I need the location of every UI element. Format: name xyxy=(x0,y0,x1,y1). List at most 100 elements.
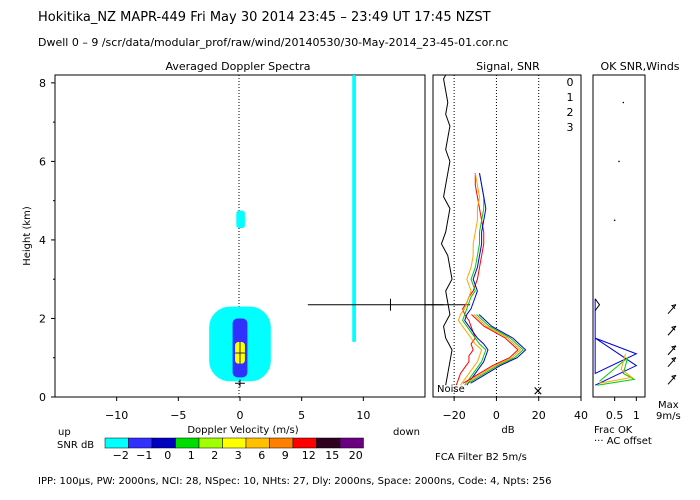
wind-arrow-head xyxy=(671,345,677,351)
colorbar-cell xyxy=(245,437,270,449)
height-tick-label: 6 xyxy=(39,155,46,168)
snr-colorbar: SNR dB −2 −1 0 1 2 3 6 9 12 15 20 xyxy=(57,437,364,462)
snr-series-noise xyxy=(440,74,453,386)
ac-offset-label: ··· AC offset xyxy=(594,436,652,447)
params-line: IPP: 100µs, PW: 2000ns, NCI: 28, NSpec: … xyxy=(38,476,551,487)
db-tick-label: 20 xyxy=(532,409,546,422)
colorbar-tick-label: 12 xyxy=(302,449,316,462)
spectra-features xyxy=(209,75,356,382)
cross-marker: × xyxy=(533,384,544,399)
spectra-feature-1 xyxy=(352,75,356,343)
wind-arrow-head xyxy=(671,325,677,331)
colorbar-cell xyxy=(175,437,200,449)
spectra-panel: Averaged Doppler Spectra 0 2 4 6 8 −10 −5 0 5 10… xyxy=(22,60,470,438)
ok-snr-winds-panel: OK SNR,Winds 0.5 1 Frac OK ··· AC offset … xyxy=(592,60,681,447)
frac-ok-series-orange xyxy=(599,353,634,384)
db-tick-label: 0 xyxy=(493,409,500,422)
max-value: 9m/s xyxy=(656,411,681,422)
snr-series-3 xyxy=(464,173,489,386)
snr-peak-2 xyxy=(467,314,524,384)
frac-ok-series-green xyxy=(597,356,636,386)
frac-ok-tick-label: 1 xyxy=(633,409,640,422)
up-label: up xyxy=(58,427,71,438)
ok-snr-winds-title: OK SNR,Winds xyxy=(600,60,679,73)
signal-snr-frame xyxy=(432,74,582,398)
db-tick-label: −20 xyxy=(443,409,466,422)
snr-peak-3 xyxy=(470,314,527,384)
header-line-1: Hokitika_NZ MAPR-449 Fri May 30 2014 23:… xyxy=(38,10,491,25)
wind-arrow xyxy=(667,345,677,356)
spectra-title: Averaged Doppler Spectra xyxy=(165,60,310,73)
colorbar-tick-label: 3 xyxy=(235,449,242,462)
legend-entry-0: 0 xyxy=(567,76,574,89)
colorbar-tick-label: 15 xyxy=(325,449,339,462)
down-label: down xyxy=(393,427,420,438)
frac-ok-tick-label: 0.5 xyxy=(606,409,624,422)
colorbar-tick-label: 1 xyxy=(188,449,195,462)
wind-arrow-head xyxy=(671,357,677,363)
filter-label: FCA Filter B2 5m/s xyxy=(435,452,527,463)
wind-arrow xyxy=(667,304,677,314)
snr-peak-1 xyxy=(465,314,522,384)
colorbar-tick-label: −2 xyxy=(113,449,129,462)
frac-ok-label: Frac OK xyxy=(594,425,633,436)
header-line-2: Dwell 0 – 9 /scr/data/modular_prof/raw/w… xyxy=(38,36,508,49)
frac-ok-series xyxy=(594,298,638,386)
ac-offset-dots xyxy=(613,101,625,222)
wind-arrow xyxy=(667,325,677,336)
colorbar-cell xyxy=(151,437,176,449)
ac-offset-dot xyxy=(622,101,625,104)
height-axis-label: Height (km) xyxy=(22,206,33,266)
snr-series xyxy=(440,74,527,386)
colorbar-tick-label: 20 xyxy=(349,449,363,462)
reference-lines xyxy=(453,75,540,397)
velocity-tick-label: 0 xyxy=(237,409,244,422)
velocity-tick-label: −5 xyxy=(170,409,186,422)
max-label: Max xyxy=(658,400,679,411)
colorbar-tick-label: 0 xyxy=(164,449,171,462)
velocity-tick-label: −10 xyxy=(105,409,128,422)
velocity-tick-label: 5 xyxy=(298,409,305,422)
colorbar-tick-label: 9 xyxy=(282,449,289,462)
frac-ok-series-black xyxy=(594,298,601,311)
velocity-axis-ticks: −10 −5 0 5 10 xyxy=(105,397,370,422)
colorbar-label: SNR dB xyxy=(57,440,94,451)
signal-snr-panel: Signal, SNR 0 1 2 3 −20 0 20 40 Noise dB × xyxy=(432,60,588,436)
height-tick-label: 4 xyxy=(39,234,46,247)
spectra-feature-0 xyxy=(236,210,245,229)
velocity-tick-label: 10 xyxy=(356,409,370,422)
colorbar-cell xyxy=(104,437,129,449)
height-tick-label: 0 xyxy=(39,391,46,404)
colorbar-tick-label: 2 xyxy=(211,449,218,462)
frac-ok-series-blue xyxy=(594,298,638,386)
db-tick-label: 40 xyxy=(574,409,588,422)
colorbar-cell xyxy=(128,437,153,449)
snr-series-1 xyxy=(457,173,483,386)
colorbar-cell xyxy=(198,437,223,449)
colorbar-cell xyxy=(316,437,341,449)
db-axis-ticks: −20 0 20 40 xyxy=(443,397,588,422)
colorbar-tick-label: −1 xyxy=(136,449,152,462)
noise-label: Noise xyxy=(437,384,465,395)
db-axis-label: dB xyxy=(501,425,514,436)
colorbar-tick-label: 6 xyxy=(258,449,265,462)
velocity-axis-label: Doppler Velocity (m/s) xyxy=(187,425,298,436)
height-tick-label: 2 xyxy=(39,312,46,325)
legend-entry-3: 3 xyxy=(567,121,574,134)
wind-arrow-head xyxy=(671,304,677,309)
colorbar-cell xyxy=(269,437,294,449)
signal-snr-title: Signal, SNR xyxy=(476,60,540,73)
legend-entry-2: 2 xyxy=(567,106,574,119)
frac-ok-axis-ticks: 0.5 1 xyxy=(606,397,640,422)
wind-arrow xyxy=(667,374,677,385)
snr-peak-0 xyxy=(462,314,519,384)
snr-legend: 0 1 2 3 xyxy=(567,76,574,134)
legend-entry-1: 1 xyxy=(567,91,574,104)
ok-snr-winds-frame xyxy=(592,74,646,398)
ac-offset-dot xyxy=(613,219,616,222)
colorbar-cell xyxy=(222,437,247,449)
colorbar-cell xyxy=(292,437,317,449)
wind-arrows xyxy=(667,304,677,385)
snr-series-2 xyxy=(462,173,487,386)
wind-arrow xyxy=(667,357,677,367)
